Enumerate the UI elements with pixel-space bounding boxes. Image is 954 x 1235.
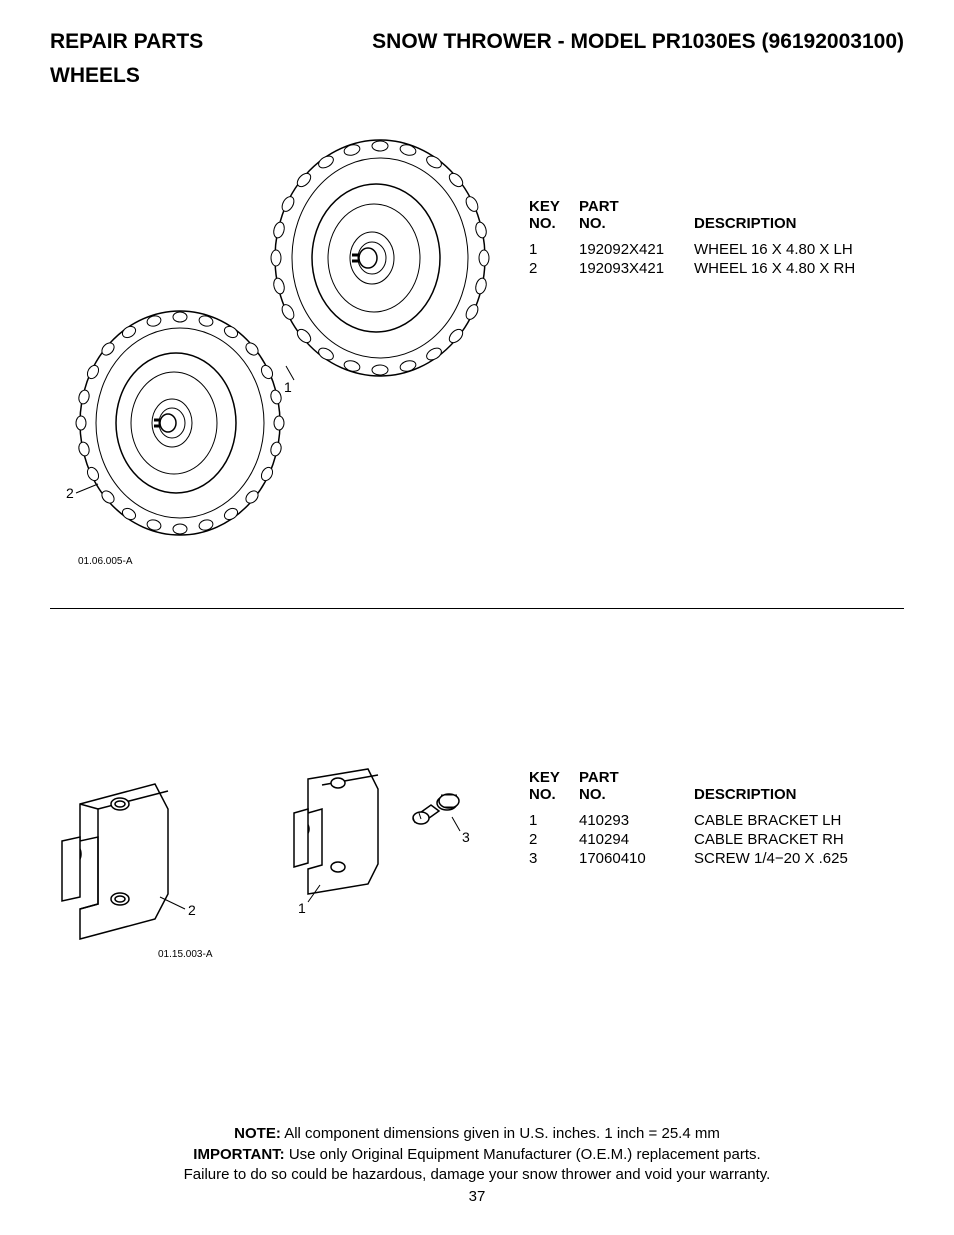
- repair-parts-title: REPAIR PARTS: [50, 30, 203, 54]
- brackets-diagram-ref: 01.15.003-A: [158, 949, 213, 960]
- brackets-parts-table: KEYNO. PARTNO. DESCRIPTION 1410293CABLE …: [529, 769, 894, 868]
- col-part-header: PARTNO.: [579, 198, 694, 240]
- table-row: 2410294CABLE BRACKET RH: [529, 830, 894, 849]
- footer-notes: NOTE: All component dimensions given in …: [0, 1124, 954, 1185]
- note-text: All component dimensions given in U.S. i…: [284, 1125, 720, 1142]
- model-title: SNOW THROWER - MODEL PR1030ES (961920031…: [372, 30, 904, 54]
- brackets-diagram: 2 1 3: [40, 729, 500, 989]
- col-desc-header: DESCRIPTION: [694, 769, 894, 811]
- callout-bracket-3: 3: [462, 829, 470, 845]
- table-row: 317060410SCREW 1/4−20 X .625: [529, 849, 894, 868]
- model-number: PR1030ES: [652, 30, 756, 53]
- col-part-header: PARTNO.: [579, 769, 694, 811]
- col-desc-header: DESCRIPTION: [694, 198, 894, 240]
- callout-2: 2: [66, 485, 74, 501]
- wheels-section: 1 2 01.06.005-A KEYNO. PARTNO.: [50, 118, 904, 598]
- note-label: NOTE:: [234, 1125, 281, 1142]
- wheels-parts-table: KEYNO. PARTNO. DESCRIPTION 1192092X421WH…: [529, 198, 894, 278]
- table-row: 2192093X421WHEEL 16 X 4.80 X RH: [529, 259, 894, 278]
- col-key-header: KEYNO.: [529, 769, 579, 811]
- wheels-diagram-ref: 01.06.005-A: [78, 556, 133, 567]
- col-key-header: KEYNO.: [529, 198, 579, 240]
- warning-text: Failure to do so could be hazardous, dam…: [0, 1165, 954, 1185]
- callout-bracket-1: 1: [298, 900, 306, 916]
- important-label: IMPORTANT:: [193, 1146, 284, 1163]
- serial-number: (96192003100): [762, 30, 904, 53]
- important-text: Use only Original Equipment Manufacturer…: [289, 1146, 761, 1163]
- callout-1: 1: [284, 379, 292, 395]
- wheels-diagram: 1 2: [40, 118, 500, 548]
- section-divider: [50, 608, 904, 609]
- page-number: 37: [0, 1188, 954, 1205]
- callout-bracket-2: 2: [188, 902, 196, 918]
- product-line: SNOW THROWER - MODEL: [372, 30, 646, 53]
- section-title: WHEELS: [50, 64, 904, 88]
- table-row: 1192092X421WHEEL 16 X 4.80 X LH: [529, 240, 894, 259]
- brackets-section: 2 1 3 01.15.003-A: [50, 669, 904, 1049]
- page-header: REPAIR PARTS SNOW THROWER - MODEL PR1030…: [50, 30, 904, 54]
- table-row: 1410293CABLE BRACKET LH: [529, 811, 894, 830]
